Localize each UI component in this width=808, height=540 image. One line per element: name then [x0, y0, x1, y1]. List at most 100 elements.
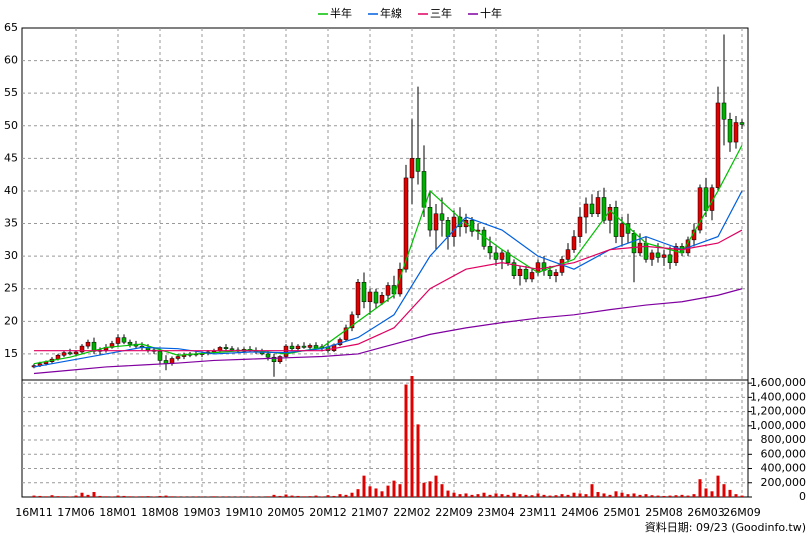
y2-tick-label: 1,200,000	[750, 405, 806, 418]
volume-bar	[506, 494, 510, 497]
volume-bar	[650, 495, 654, 497]
volume-bar	[38, 495, 42, 497]
volume-bar	[470, 494, 474, 497]
candle-body	[577, 216, 583, 237]
volume-bar	[146, 496, 150, 497]
volume-bar	[116, 495, 120, 497]
volume-bar	[602, 493, 606, 497]
volume-bar	[572, 492, 576, 497]
candle-body	[613, 207, 619, 237]
candle-body	[565, 249, 571, 260]
volume-bar	[452, 492, 456, 497]
x-tick-label: 20M05	[267, 506, 305, 519]
candle-body	[739, 122, 745, 125]
volume-bar	[680, 494, 684, 497]
candle-body	[631, 233, 637, 254]
volume-bar	[134, 496, 138, 497]
volume-bar	[668, 495, 672, 497]
volume-bar	[710, 491, 714, 497]
candle-body	[451, 216, 457, 237]
volume-bar	[152, 496, 156, 497]
x-tick-label: 22M02	[393, 506, 431, 519]
volume-bar	[542, 494, 546, 497]
volume-bar	[314, 495, 318, 497]
volume-bar	[164, 495, 168, 497]
volume-bar	[308, 496, 312, 497]
volume-bar	[512, 492, 516, 497]
y-tick-label: 20	[4, 314, 18, 327]
volume-bar	[692, 494, 696, 497]
candle-body	[643, 242, 649, 260]
volume-bar	[722, 484, 726, 497]
candle-body	[703, 187, 709, 211]
y-tick-label: 15	[4, 347, 18, 360]
candle-body	[343, 327, 349, 340]
volume-bar	[530, 495, 534, 497]
candle-body	[349, 314, 355, 329]
plot-frame	[21, 27, 749, 498]
volume-bar	[560, 494, 564, 497]
legend-label: 年線	[380, 6, 402, 20]
candle-body	[439, 213, 445, 221]
volume-bar	[686, 495, 690, 497]
volume-bar	[92, 492, 96, 497]
volume-bar	[524, 494, 528, 497]
volume-bar	[104, 496, 108, 497]
candle-body	[121, 337, 127, 343]
volume-bar	[296, 495, 300, 497]
volume-bar	[302, 496, 306, 497]
y2-tick-label: 400,000	[761, 462, 807, 475]
volume-bar	[488, 494, 492, 497]
y-tick-label: 65	[4, 21, 18, 34]
candle-body	[499, 252, 505, 260]
y-tick-label: 40	[4, 184, 18, 197]
volume-bar	[248, 496, 252, 497]
x-tick-label: 20M12	[309, 506, 347, 519]
x-tick-label: 25M08	[645, 506, 683, 519]
candle-body	[403, 177, 409, 270]
candle-body	[157, 351, 163, 361]
candle-body	[301, 345, 307, 348]
volume-bar	[596, 492, 600, 497]
y-tick-label: 35	[4, 217, 18, 230]
candle-body	[667, 254, 673, 263]
volume-bar	[584, 494, 588, 497]
volume-bar	[290, 495, 294, 497]
candle-body	[649, 252, 655, 260]
x-tick-label: 23M11	[519, 506, 557, 519]
volume-bar	[566, 494, 570, 497]
ma-line	[34, 229, 743, 352]
volume-bar	[374, 488, 378, 497]
candle-body	[589, 203, 595, 215]
volume-bar	[344, 494, 348, 497]
y2-tick-label: 600,000	[761, 447, 807, 460]
candle-body	[307, 345, 313, 348]
volume-bar	[554, 495, 558, 497]
volume-bar	[632, 493, 636, 497]
volume-bar	[458, 494, 462, 497]
candle-body	[655, 252, 661, 258]
candle-body	[271, 356, 277, 362]
legend-label: 十年	[480, 6, 502, 20]
y2-tick-label: 1,000,000	[750, 419, 806, 432]
volume-bar	[332, 495, 336, 497]
y2-tick-label: 0	[799, 490, 806, 503]
candle-body	[715, 102, 721, 188]
volume-bar	[614, 491, 618, 497]
candle-body	[523, 268, 529, 280]
candle-body	[73, 351, 79, 355]
volume-bar	[434, 475, 438, 497]
legend-label: 三年	[430, 6, 452, 20]
volume-bar	[422, 482, 426, 497]
volume-bar	[536, 493, 540, 497]
x-tick-label: 16M11	[15, 506, 53, 519]
candle-body	[583, 203, 589, 218]
candle-body	[595, 197, 601, 215]
volume-bar	[86, 494, 90, 497]
volume-bar	[356, 489, 360, 497]
candle-body	[469, 220, 475, 232]
volume-bar	[284, 494, 288, 497]
volume-bar	[74, 495, 78, 497]
candle-body	[229, 348, 235, 351]
candle-body	[283, 345, 289, 357]
